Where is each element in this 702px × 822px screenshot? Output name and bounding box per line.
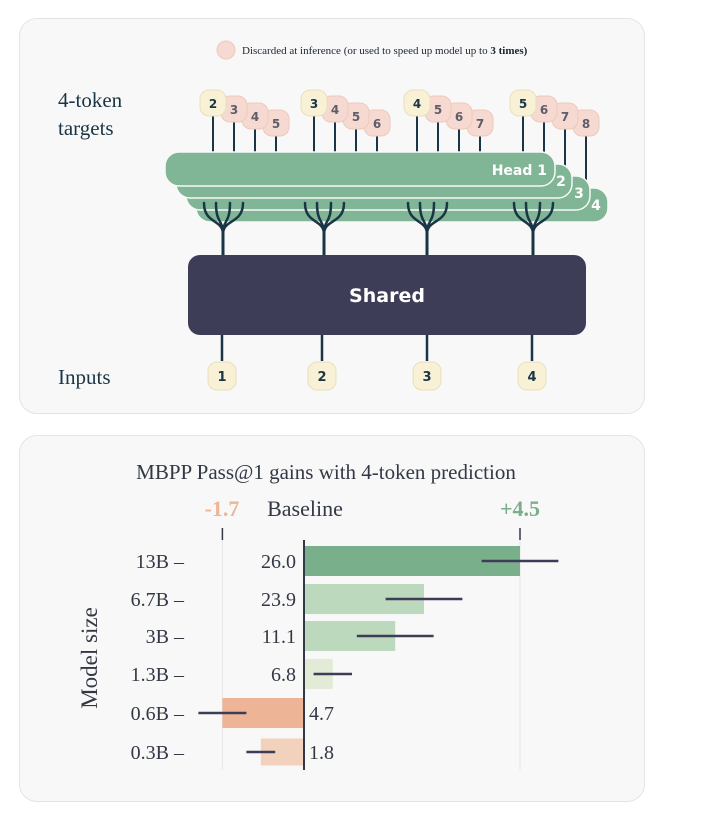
baseline-value: 11.1: [262, 626, 296, 648]
model-size-label: 0.6B –: [131, 703, 185, 725]
target-token-label: 6: [540, 103, 548, 117]
next-token: [199, 89, 227, 117]
targets-label-line2: targets: [58, 116, 114, 140]
baseline-value: 26.0: [261, 551, 296, 573]
target-token-label: 5: [519, 97, 527, 111]
targets-label-line1: 4-token: [58, 88, 123, 112]
shared-trunk: [188, 255, 586, 335]
model-size-label: 3B –: [146, 626, 185, 648]
input-token-label: 2: [317, 370, 326, 385]
head-label-3: 3: [574, 186, 584, 202]
target-token-label: 8: [582, 117, 590, 131]
target-token-label: 3: [310, 97, 318, 111]
input-token: [307, 361, 337, 391]
inputs-label: Inputs: [58, 365, 111, 389]
next-token: [403, 89, 431, 117]
root-branch: [322, 201, 346, 236]
target-token-label: 5: [352, 110, 360, 124]
head-label-4: 4: [591, 198, 601, 214]
y-axis-label: Model size: [77, 607, 102, 709]
next-token: [300, 89, 328, 117]
model-size-label: 1.3B –: [131, 664, 185, 686]
shared-label: Shared: [349, 285, 425, 307]
baseline-value: 4.7: [309, 703, 334, 725]
target-token-label: 4: [331, 103, 339, 117]
discard-legend-icon: [216, 40, 236, 60]
target-token-label: 4: [413, 97, 421, 111]
chart-marks: 13B – 26.0 6.7B – 23.9 3B – 11.1 1.3B – 6.8 0.6B…: [131, 528, 559, 770]
architecture-panel: Discarded at inference (or used to speed…: [19, 18, 645, 414]
baseline-label: Baseline: [267, 496, 343, 521]
input-token: [412, 361, 442, 391]
next-token: [509, 89, 537, 117]
input-token-label: 4: [527, 370, 536, 385]
baseline-value: 23.9: [261, 589, 296, 611]
target-token-label: 5: [272, 117, 280, 131]
target-token-label: 7: [561, 110, 569, 124]
input-token: [207, 361, 237, 391]
target-token-label: 4: [251, 110, 259, 124]
trunk-roots: [202, 201, 555, 258]
head-label-2: 2: [556, 174, 566, 190]
baseline-value: 6.8: [271, 664, 296, 686]
input-token-label: 3: [422, 370, 431, 385]
model-size-label: 6.7B –: [131, 589, 185, 611]
model-size-label: 13B –: [136, 551, 185, 573]
root-branch: [425, 201, 449, 236]
discard-legend: Discarded at inference (or used to speed…: [242, 45, 528, 57]
target-token-label: 5: [434, 103, 442, 117]
head-1: [164, 151, 556, 187]
input-token: [517, 361, 547, 391]
input-tokens: 1 2 3 4: [207, 335, 547, 391]
root-branch: [531, 201, 555, 236]
target-token-label: 6: [373, 117, 381, 131]
max-gain-label: +4.5: [500, 496, 540, 521]
architecture-diagram: Discarded at inference (or used to speed…: [58, 40, 609, 391]
target-token-label: 2: [209, 97, 217, 111]
root-branch: [221, 201, 245, 236]
model-size-label: 0.3B –: [131, 742, 185, 764]
chart-title: MBPP Pass@1 gains with 4-token predictio…: [136, 460, 516, 484]
head-label-1: Head 1: [492, 163, 547, 179]
results-panel: MBPP Pass@1 gains with 4-token predictio…: [19, 435, 645, 802]
min-gain-label: -1.7: [205, 496, 240, 521]
target-token-label: 3: [230, 103, 238, 117]
input-token-label: 1: [217, 370, 226, 385]
baseline-value: 1.8: [309, 742, 334, 764]
target-token-label: 6: [455, 110, 463, 124]
prediction-heads: Head 1 234: [164, 151, 609, 223]
target-token-label: 7: [476, 117, 484, 131]
gains-chart: MBPP Pass@1 gains with 4-token predictio…: [77, 460, 559, 770]
